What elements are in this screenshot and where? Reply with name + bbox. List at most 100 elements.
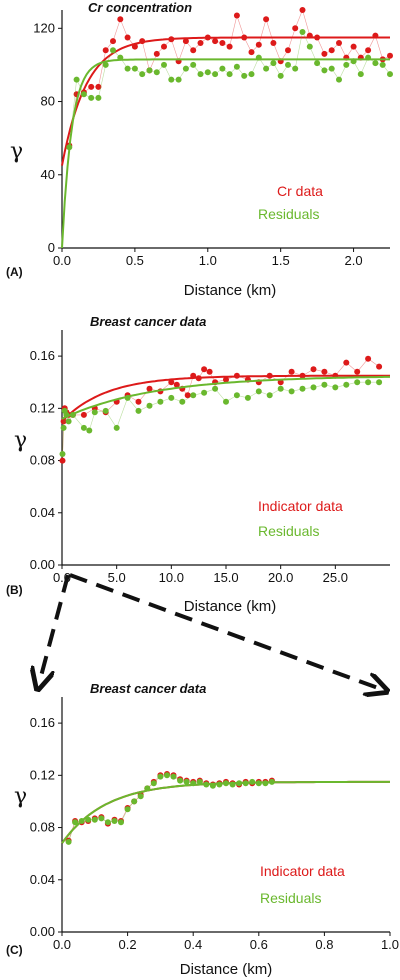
data-point — [60, 424, 67, 431]
data-point — [263, 16, 270, 23]
data-point — [86, 427, 93, 434]
fit-curve — [61, 58, 390, 249]
panel-a: γ Cr concentration Distance (km) (A) Cr … — [6, 0, 393, 299]
data-point — [270, 60, 277, 67]
y-tick-label: 0.12 — [30, 767, 55, 782]
data-point — [113, 424, 120, 431]
data-point — [104, 819, 111, 826]
data-point — [110, 38, 116, 45]
x-tick-label: 0.5 — [126, 253, 144, 268]
data-point — [139, 71, 146, 78]
y-axis-label: γ — [14, 784, 27, 809]
data-point — [354, 368, 361, 375]
data-point — [336, 40, 342, 46]
data-point — [270, 40, 277, 46]
data-point — [137, 793, 144, 800]
series-trace — [69, 9, 391, 146]
data-point — [376, 363, 383, 370]
x-tick-label: 0.8 — [315, 937, 333, 952]
data-point — [102, 61, 109, 68]
data-point — [118, 819, 124, 826]
data-point — [244, 394, 251, 401]
y-tick-label: 0.00 — [30, 924, 55, 939]
data-point — [157, 773, 164, 780]
data-point — [354, 379, 361, 386]
data-point — [177, 777, 184, 784]
data-point — [277, 72, 284, 79]
data-point — [343, 359, 350, 366]
series-trace — [62, 358, 380, 461]
data-point — [292, 65, 299, 72]
data-point — [328, 65, 335, 72]
y-axis-label: γ — [14, 428, 27, 453]
fit-curve — [61, 375, 390, 420]
data-point — [292, 25, 299, 32]
data-point — [365, 47, 372, 54]
y-tick-label: 0.12 — [30, 400, 55, 415]
data-point — [95, 83, 102, 90]
data-point — [164, 772, 170, 779]
data-point — [285, 47, 291, 54]
legend-red-label: Indicator data — [260, 863, 345, 879]
x-tick-label: 0.0 — [53, 253, 71, 268]
data-point — [124, 65, 131, 72]
data-point — [196, 778, 203, 785]
data-point — [233, 392, 240, 399]
x-tick-label: 0.2 — [119, 937, 137, 952]
fit-curve — [61, 780, 390, 844]
data-point — [288, 388, 295, 395]
data-point — [204, 69, 211, 76]
y-tick-label: 0 — [48, 240, 55, 255]
panel-label: (A) — [6, 265, 23, 279]
data-point — [241, 72, 248, 79]
zoom-arrow-left — [40, 574, 70, 680]
data-point — [379, 61, 386, 68]
data-point — [190, 61, 197, 68]
data-point — [157, 398, 164, 405]
data-point — [146, 67, 153, 74]
data-point — [124, 34, 131, 41]
data-point — [226, 43, 233, 50]
data-point — [161, 43, 167, 50]
x-tick-label: 20.0 — [268, 570, 293, 585]
data-point — [59, 457, 66, 464]
panel-title: Breast cancer data — [90, 681, 206, 696]
data-point — [288, 368, 295, 375]
data-point — [310, 366, 317, 373]
data-point — [201, 366, 208, 373]
data-point — [184, 392, 191, 399]
data-point — [102, 47, 109, 54]
data-point — [321, 50, 328, 57]
data-point — [173, 381, 180, 388]
data-point — [153, 50, 160, 57]
data-point — [223, 376, 229, 383]
fit-curve — [61, 36, 390, 166]
data-point — [332, 384, 339, 391]
data-point — [266, 392, 273, 399]
data-point — [343, 61, 350, 68]
data-point — [219, 40, 226, 46]
data-point — [255, 41, 262, 48]
data-point — [206, 368, 213, 375]
legend-green-label: Residuals — [258, 523, 319, 539]
data-point — [223, 398, 229, 405]
y-tick-label: 120 — [33, 20, 55, 35]
x-tick-label: 5.0 — [108, 570, 126, 585]
data-point — [153, 69, 160, 76]
data-point — [182, 38, 189, 45]
data-point — [80, 411, 87, 418]
x-axis-label: Distance (km) — [184, 598, 277, 615]
data-point — [197, 40, 204, 46]
zoom-arrow-right — [69, 573, 378, 688]
panel-c: γ Breast cancer data Distance (km) (C) I… — [6, 681, 399, 978]
x-tick-label: 0.4 — [184, 937, 202, 952]
data-point — [248, 49, 255, 56]
y-axis-label: γ — [10, 139, 23, 164]
data-point — [357, 71, 364, 78]
data-point — [131, 65, 138, 72]
data-point — [376, 379, 383, 386]
data-point — [328, 47, 335, 54]
data-point — [135, 398, 142, 405]
data-point — [212, 71, 219, 78]
data-point — [219, 65, 226, 72]
